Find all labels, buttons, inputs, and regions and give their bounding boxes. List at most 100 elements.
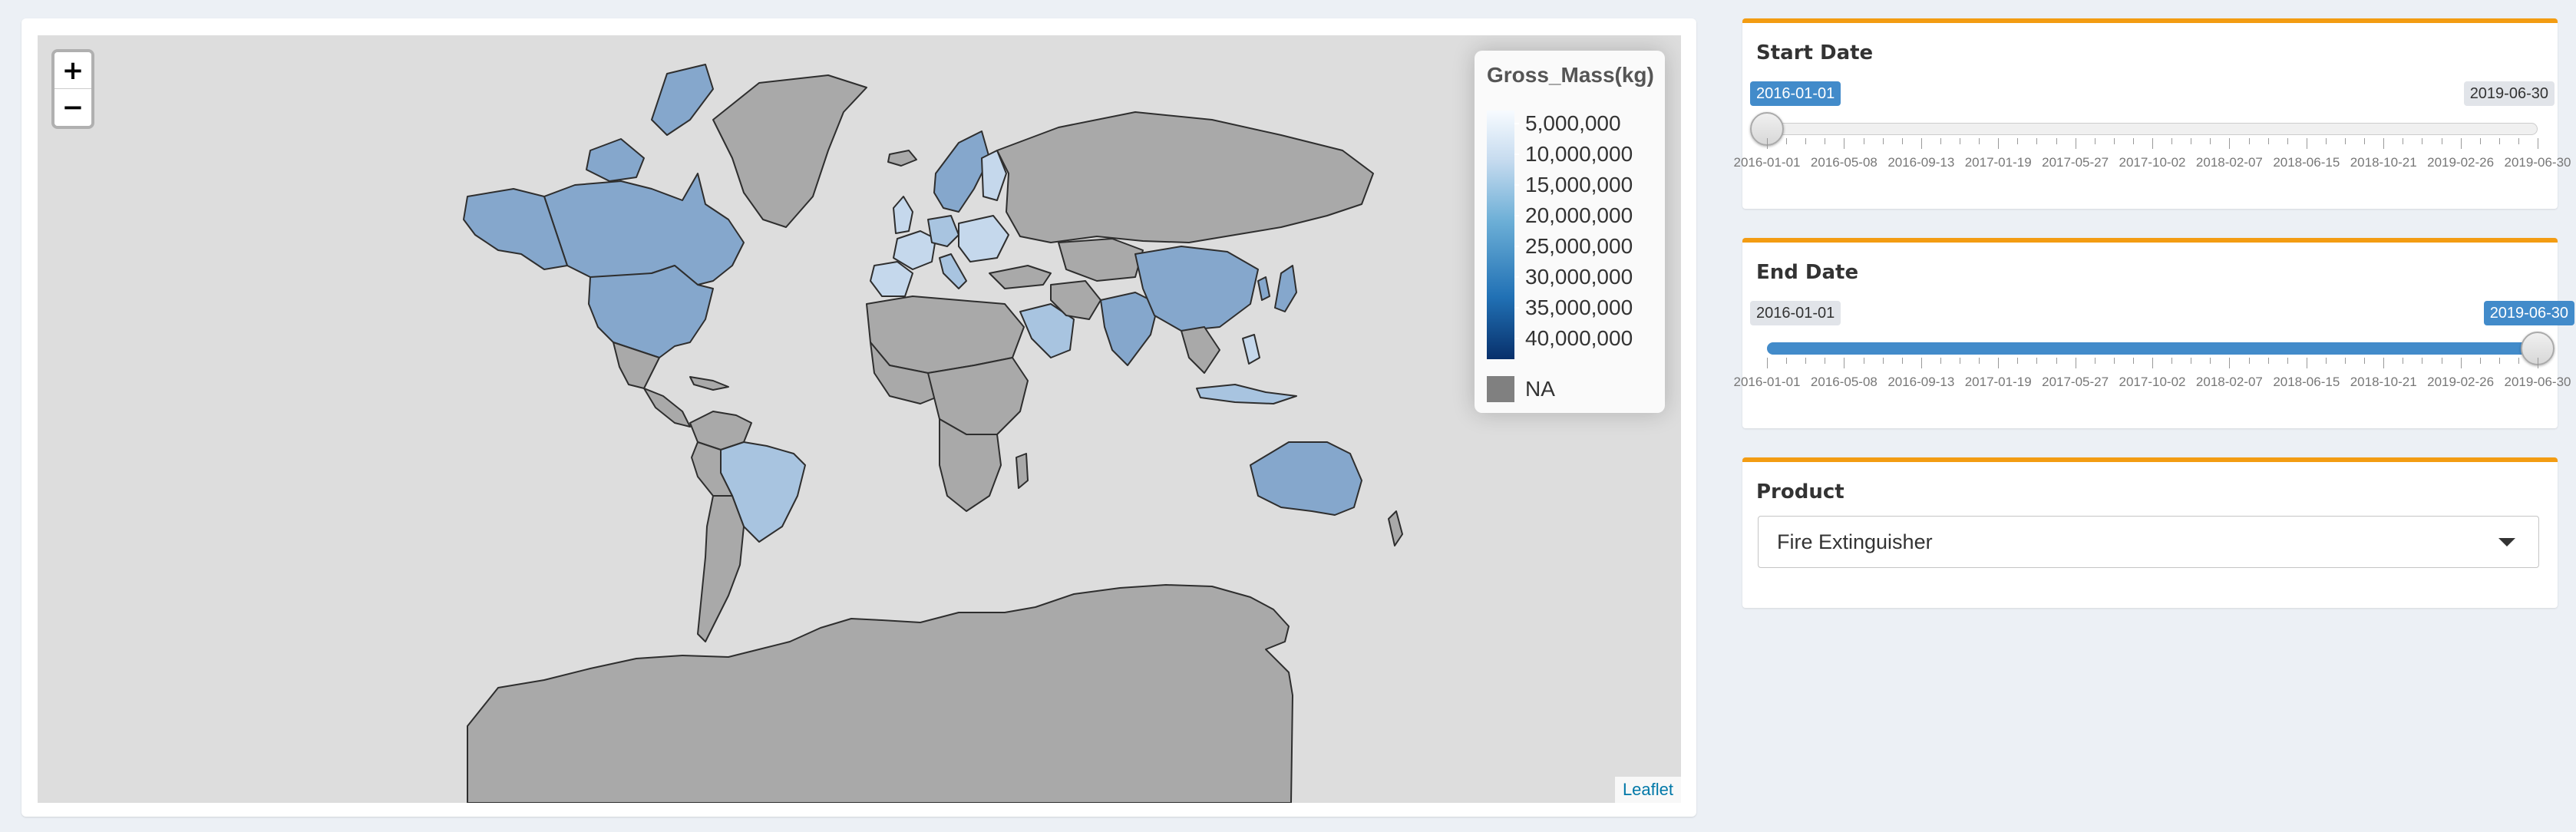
- country-iceland: [887, 150, 917, 167]
- slider-minor-tick: [1786, 138, 1788, 144]
- slider-value-badge: 2016-01-01: [1750, 81, 1841, 106]
- slider-minor-tick: [2113, 138, 2115, 144]
- map-legend: Gross_Mass(kg) 5,000,000 10,000,000 15,0…: [1475, 51, 1665, 413]
- country-canada: [543, 173, 745, 286]
- slider-minor-tick: [2287, 138, 2288, 144]
- slider-minor-tick: [2345, 358, 2346, 364]
- region-caribbean: [689, 376, 729, 391]
- leaflet-map[interactable]: + − Gross_Mass(kg) 5,000,000 10,000,000 …: [38, 35, 1681, 803]
- slider-minor-tick: [2017, 358, 2019, 364]
- slider-tick-label: 2016-05-08: [1810, 155, 1878, 170]
- slider-max-badge: 2019-06-30: [2463, 81, 2555, 106]
- slider-range-bar: [1767, 342, 2538, 355]
- slider-tick-label: 2018-10-21: [2350, 375, 2417, 389]
- slider-minor-tick: [2325, 138, 2327, 144]
- country-germany: [927, 215, 959, 247]
- slider-track[interactable]: [1767, 123, 2538, 135]
- region-antarctica: [467, 584, 1293, 803]
- legend-tick: [1514, 246, 1519, 247]
- country-madagascar: [1016, 453, 1029, 489]
- legend-tick: [1514, 215, 1519, 216]
- end-date-panel: End Date 2016-01-01 2019-06-30 2016-01-0…: [1734, 238, 2574, 428]
- region-indonesia: [1196, 384, 1297, 404]
- end-date-label: End Date: [1756, 261, 1859, 284]
- country-canada-islands: [651, 64, 714, 136]
- legend-label: 15,000,000: [1525, 173, 1633, 196]
- leaflet-attribution-link[interactable]: Leaflet: [1614, 777, 1681, 803]
- legend-label: 40,000,000: [1525, 326, 1633, 350]
- country-new-zealand: [1388, 510, 1403, 546]
- slider-tick-label: 2017-05-27: [2042, 155, 2109, 170]
- country-argentina: [697, 495, 745, 642]
- country-norway-sweden: [933, 130, 990, 213]
- region-west-africa: [870, 342, 940, 404]
- slider-tick-label: 2019-02-26: [2427, 155, 2495, 170]
- slider-major-tick: [1998, 358, 2000, 368]
- slider-tick-label: 2017-05-27: [2042, 375, 2109, 389]
- country-france: [893, 230, 936, 270]
- slider-tick-label: 2018-02-07: [2195, 375, 2263, 389]
- slider-tick-label: 2017-01-19: [1964, 375, 2032, 389]
- slider-minor-tick: [2210, 358, 2211, 364]
- slider-major-tick: [2383, 138, 2385, 149]
- slider-minor-tick: [1979, 138, 1980, 144]
- slider-minor-tick: [2479, 358, 2481, 364]
- zoom-out-button[interactable]: −: [54, 89, 91, 126]
- slider-major-tick: [1767, 358, 1768, 368]
- country-eastern-europe: [958, 215, 1009, 262]
- slider-minor-tick: [2056, 358, 2057, 364]
- legend-label: 35,000,000: [1525, 295, 1633, 319]
- region-southern-africa: [939, 418, 1002, 512]
- slider-minor-tick: [1940, 138, 1941, 144]
- chevron-down-icon[interactable]: [2498, 538, 2515, 546]
- legend-tick: [1514, 307, 1519, 309]
- end-date-slider[interactable]: 2016-01-01 2019-06-30 2016-01-01 2016-05-…: [1734, 301, 2574, 393]
- slider-minor-tick: [2248, 358, 2250, 364]
- product-label: Product: [1756, 480, 1844, 503]
- slider-minor-tick: [1940, 358, 1941, 364]
- country-usa-alaska: [463, 188, 568, 270]
- slider-minor-tick: [2267, 358, 2269, 364]
- country-canada-islands-2: [586, 138, 645, 182]
- product-select[interactable]: Fire Extinguisher: [1758, 516, 2539, 568]
- slider-tick-label: 2018-10-21: [2350, 155, 2417, 170]
- slider-minor-tick: [1805, 358, 1807, 364]
- legend-label: 5,000,000: [1525, 111, 1621, 135]
- country-italy: [939, 253, 967, 289]
- slider-tick-label: 2017-10-02: [2119, 155, 2186, 170]
- slider-tick-label: 2019-06-30: [2504, 155, 2571, 170]
- legend-tick: [1514, 154, 1519, 155]
- slider-minor-tick: [2479, 138, 2481, 144]
- slider-minor-tick: [1901, 358, 1903, 364]
- product-select-value: Fire Extinguisher: [1777, 530, 1933, 553]
- zoom-in-button[interactable]: +: [54, 52, 91, 89]
- legend-label: 10,000,000: [1525, 142, 1633, 166]
- slider-minor-tick: [2113, 358, 2115, 364]
- slider-tick-label: 2016-09-13: [1887, 155, 1955, 170]
- legend-label: 20,000,000: [1525, 203, 1633, 227]
- slider-tick-label: 2016-09-13: [1887, 375, 1955, 389]
- slider-minor-tick: [2036, 138, 2038, 144]
- start-date-label: Start Date: [1756, 41, 1874, 64]
- slider-major-tick: [2383, 358, 2385, 368]
- slider-minor-tick: [2364, 358, 2366, 364]
- country-japan: [1274, 265, 1297, 312]
- slider-value-badge: 2019-06-30: [2483, 301, 2574, 325]
- slider-minor-tick: [2132, 358, 2134, 364]
- slider-tick-label: 2016-05-08: [1810, 375, 1878, 389]
- legend-color-ramp: [1487, 111, 1514, 359]
- world-map[interactable]: [38, 35, 1681, 803]
- start-date-slider[interactable]: 2016-01-01 2019-06-30 2016-01-01 2016-05-…: [1734, 81, 2571, 173]
- slider-minor-tick: [2210, 138, 2211, 144]
- legend-label: 30,000,000: [1525, 265, 1633, 289]
- country-usa: [588, 265, 714, 358]
- country-spain: [870, 261, 913, 297]
- slider-minor-tick: [1786, 358, 1788, 364]
- slider-minor-tick: [2056, 138, 2057, 144]
- slider-major-tick: [2460, 358, 2462, 368]
- slider-tick-label: 2018-06-15: [2273, 155, 2340, 170]
- country-mexico: [613, 342, 660, 389]
- slider-minor-tick: [2017, 138, 2019, 144]
- country-india: [1100, 292, 1159, 366]
- slider-tick-label: 2019-06-30: [2504, 375, 2571, 389]
